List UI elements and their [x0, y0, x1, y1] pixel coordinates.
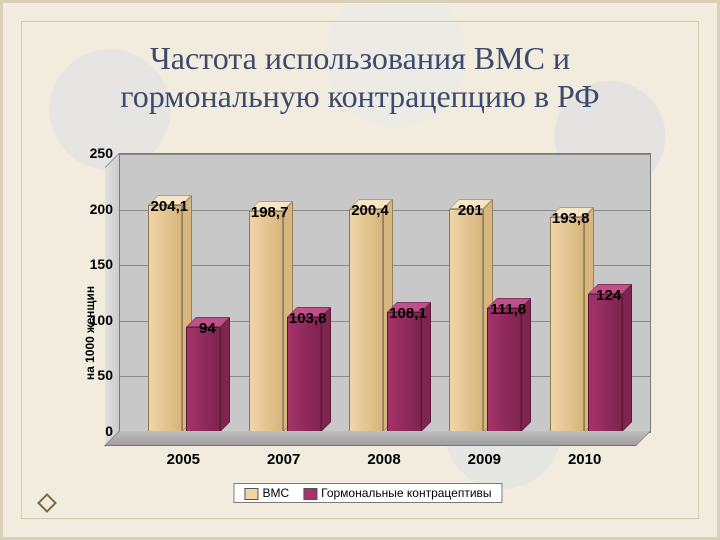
x-tick-label: 2008 — [348, 451, 420, 468]
y-tick-label: 250 — [73, 145, 113, 161]
bar-value-label: 94 — [180, 320, 234, 337]
bullet-icon — [39, 495, 53, 509]
bar-value-label: 124 — [582, 287, 636, 304]
bar — [186, 327, 220, 432]
x-tick-label: 2009 — [448, 451, 520, 468]
bar — [387, 312, 421, 432]
legend-swatch-icon — [303, 488, 317, 500]
bar-value-label: 198,7 — [243, 204, 297, 221]
bar — [249, 211, 283, 432]
legend-label: ВМС — [262, 486, 289, 500]
grid-line — [120, 154, 650, 155]
bar-value-label: 193,8 — [544, 210, 598, 227]
bar — [148, 205, 182, 432]
bar-value-label: 201 — [443, 202, 497, 219]
legend-item: ВМС — [244, 486, 289, 500]
plot-floor — [104, 431, 651, 446]
y-tick-label: 100 — [73, 312, 113, 328]
plot-area: 204,1 94 198,7 103,8 200,4 108,1 201 111,8 193,8… — [119, 153, 651, 433]
legend-swatch-icon — [244, 488, 258, 500]
y-axis-label: на 1000 женщин — [83, 286, 97, 380]
bar — [588, 294, 622, 432]
bar-value-label: 200,4 — [343, 202, 397, 219]
x-tick-label: 2007 — [248, 451, 320, 468]
bar — [287, 317, 321, 432]
bar-chart: на 1000 женщин 204,1 94 198,7 103,8 200,4 108… — [73, 153, 663, 513]
bar-value-label: 111,8 — [481, 301, 535, 318]
x-tick-label: 2010 — [549, 451, 621, 468]
slide-title: Частота использования ВМС и гормональную… — [63, 39, 657, 116]
legend-label: Гормональные контрацептивы — [321, 486, 491, 500]
plot-sidewall — [105, 153, 119, 447]
legend-item: Гормональные контрацептивы — [303, 486, 491, 500]
y-tick-label: 0 — [73, 423, 113, 439]
bar — [550, 217, 584, 433]
y-tick-label: 200 — [73, 201, 113, 217]
bar — [449, 209, 483, 433]
bar-value-label: 108,1 — [381, 305, 435, 322]
bar-value-label: 103,8 — [281, 310, 335, 327]
bar-value-label: 204,1 — [142, 198, 196, 215]
bar — [349, 209, 383, 432]
bar — [487, 308, 521, 432]
y-tick-label: 150 — [73, 256, 113, 272]
x-tick-label: 2005 — [147, 451, 219, 468]
slide: Частота использования ВМС и гормональную… — [0, 0, 720, 540]
y-tick-label: 50 — [73, 367, 113, 383]
legend: ВМС Гормональные контрацептивы — [233, 483, 502, 503]
